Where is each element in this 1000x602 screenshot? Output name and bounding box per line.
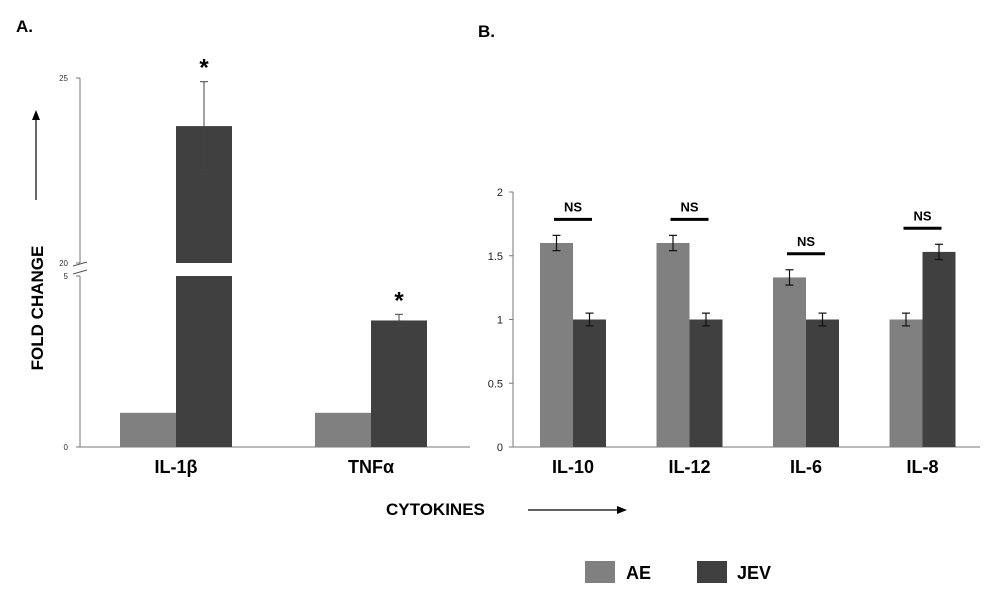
- significance-label: NS: [913, 208, 931, 223]
- x-tick-label: IL-12: [668, 457, 710, 477]
- x-axis-arrow: [528, 506, 627, 514]
- bar-ae: [315, 412, 371, 447]
- y-axis-arrow: [32, 110, 40, 200]
- legend: AE JEV: [585, 561, 771, 583]
- x-tick-label: IL-8: [906, 457, 938, 477]
- bar-ae: [540, 243, 573, 447]
- bar-jev: [371, 320, 427, 447]
- significance-label: NS: [680, 199, 698, 214]
- y-tick-label: 0.5: [488, 378, 503, 390]
- significance-label: NS: [564, 199, 582, 214]
- significance-star: *: [394, 287, 404, 314]
- y-tick-label: 0: [497, 442, 503, 454]
- bar-jev: [176, 276, 232, 447]
- panel-a-label: A.: [16, 17, 33, 36]
- y-tick-label: 2: [497, 187, 503, 199]
- y-tick-label: 25: [59, 74, 68, 83]
- x-tick-label: TNFα: [348, 457, 394, 477]
- panel-b-label: B.: [478, 22, 495, 41]
- y-tick-label: 5: [64, 272, 69, 281]
- bar-ae: [120, 412, 176, 447]
- y-tick-label: 0: [64, 443, 69, 452]
- y-tick-label: 1.5: [488, 251, 503, 263]
- y-tick-label: 20: [59, 259, 68, 268]
- x-tick-label: IL-6: [790, 457, 822, 477]
- y-axis-label: FOLD CHANGE: [28, 246, 47, 371]
- bar-jev: [689, 319, 723, 447]
- legend-label-ae: AE: [626, 563, 651, 583]
- x-tick-label: IL-10: [552, 457, 594, 477]
- bar-ae: [773, 277, 806, 447]
- bar-ae: [889, 319, 923, 447]
- bar-ae: [656, 243, 690, 447]
- axis-break-mark: [72, 269, 88, 275]
- y-tick-label: 1: [497, 315, 503, 327]
- axis-break-mark: [72, 261, 88, 267]
- x-tick-label: IL-1β: [155, 457, 198, 477]
- bar-jev: [806, 319, 839, 447]
- panel-a-chart: 0 5 20 25 * IL-1β * TNFα: [59, 55, 470, 477]
- legend-label-jev: JEV: [737, 563, 771, 583]
- significance-label: NS: [797, 234, 815, 249]
- bar-jev: [573, 319, 606, 447]
- legend-swatch-jev: [697, 561, 727, 583]
- x-axis-label: CYTOKINES: [386, 500, 485, 519]
- legend-swatch-ae: [585, 561, 615, 583]
- bar-jev: [922, 251, 956, 447]
- panel-b-chart: 0 0.5 1 1.5 2 NS IL-10 NS IL-12 NS IL-6 NS IL-8: [488, 187, 980, 477]
- significance-star: *: [199, 55, 209, 82]
- y-axis-title: FOLD CHANGE: [28, 246, 47, 371]
